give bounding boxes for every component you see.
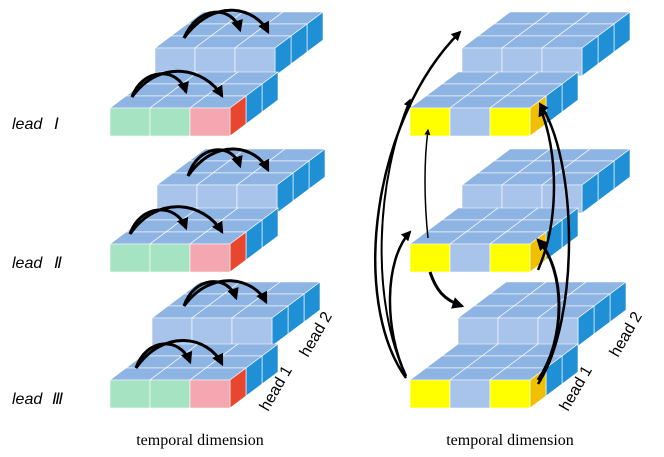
- left-attention-arrows: [128, 8, 270, 369]
- arrow-r-l3-right-to-l2: [536, 238, 561, 381]
- lead-1-label: lead Ⅰ: [12, 116, 59, 133]
- cube-front-face: [409, 243, 451, 273]
- cube-front-face: [541, 47, 583, 77]
- cube-front-face: [109, 243, 151, 273]
- cube-front-face: [149, 243, 191, 273]
- cube-front-pink: [189, 367, 247, 409]
- arrow-l2-head2-b: [186, 147, 270, 177]
- lead-3-head-2-layer: [151, 281, 321, 347]
- cube-front-face: [489, 107, 531, 137]
- cube-front-blue: [537, 305, 595, 347]
- lead-3-label: lead Ⅲ: [12, 391, 63, 408]
- cube-front-face: [149, 379, 191, 409]
- cube-front-face: [189, 379, 231, 409]
- lead-2-label: lead Ⅱ: [12, 255, 62, 272]
- arrow-l3-head1-b: [134, 339, 224, 369]
- arrow-l3-head2-b: [182, 279, 268, 307]
- arrow-l2-head2-a: [186, 148, 243, 177]
- lead-2-head-1-layer: [109, 207, 279, 273]
- cube-front-face: [541, 184, 583, 214]
- cube-front-pink: [189, 231, 247, 273]
- cube-front-blue: [541, 172, 599, 214]
- cube-front-face: [449, 243, 491, 273]
- cube-front-face: [449, 379, 491, 409]
- cube-front-face: [497, 317, 539, 347]
- right-cube-stacks: [409, 11, 631, 409]
- right-lead-2-head-2-layer: [461, 148, 631, 214]
- cube-front-yellow: [489, 231, 547, 273]
- lead-1-head-1-layer: [109, 71, 279, 137]
- cube-front-face: [449, 107, 491, 137]
- right-lead-1-head-2-layer: [461, 11, 631, 77]
- cube-front-face: [489, 243, 531, 273]
- cube-front-face: [109, 379, 151, 409]
- right-lead-1-head-1-layer: [409, 71, 579, 137]
- arrow-l3-head2-a: [182, 280, 239, 307]
- right-lead-3-head-2-layer: [457, 281, 627, 347]
- cube-front-face: [489, 379, 531, 409]
- right-lead-3-head-1-layer: [409, 343, 579, 409]
- arrow-r-l3-right-to-l1: [536, 102, 571, 385]
- lead-labels: lead Ⅰ lead Ⅱ lead Ⅲ: [12, 116, 63, 408]
- arrow-l1-head1-b: [130, 69, 224, 99]
- cube-front-face: [189, 107, 231, 137]
- cube-front-face: [457, 317, 499, 347]
- cube-front-face: [149, 107, 191, 137]
- cube-front-blue: [231, 305, 289, 347]
- lead-1-head-2-layer: [154, 11, 324, 77]
- right-caption: temporal dimension: [446, 432, 574, 449]
- arrow-l2-head1-b: [128, 205, 224, 235]
- arrow-r-l2-to-l3: [428, 271, 465, 309]
- left-caption: temporal dimension: [136, 432, 264, 449]
- lead-3-head-1-layer: [109, 343, 279, 409]
- cube-front-yellow: [489, 95, 547, 137]
- cube-front-blue: [234, 35, 292, 77]
- arrow-r-l3-to-l2: [388, 230, 412, 377]
- cube-front-face: [409, 107, 451, 137]
- cube-front-yellow: [489, 367, 547, 409]
- cube-front-blue: [236, 172, 294, 214]
- right-cross-lead-arrows: [374, 30, 571, 385]
- arrow-r-l2-to-l1-inner: [424, 128, 431, 239]
- cube-front-face: [109, 107, 151, 137]
- left-cube-stacks: [109, 11, 326, 409]
- cube-front-face: [409, 379, 451, 409]
- arrow-r-l2-right-to-l1: [536, 106, 556, 271]
- arrow-r-l3-to-l1-top: [374, 30, 462, 379]
- right-lead-2-head-1-layer: [409, 207, 579, 273]
- cube-front-pink: [189, 95, 247, 137]
- cube-front-face: [231, 317, 273, 347]
- arrow-l1-head2-b: [182, 8, 270, 39]
- cube-front-face: [189, 243, 231, 273]
- lead-2-head-2-layer: [156, 148, 326, 214]
- cube-front-blue: [541, 35, 599, 77]
